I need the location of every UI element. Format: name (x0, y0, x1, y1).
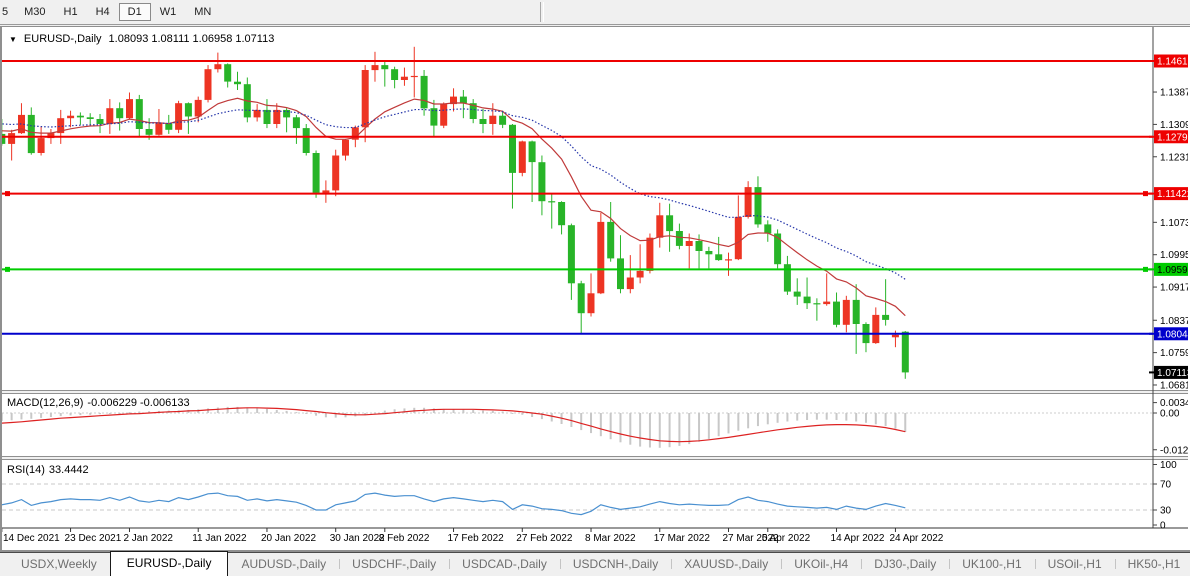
svg-text:1.08044: 1.08044 (1157, 329, 1188, 340)
svg-text:14 Dec 2021: 14 Dec 2021 (3, 533, 60, 544)
symbol-tab-usdchf-daily[interactable]: USDCHF-,Daily (339, 554, 449, 575)
svg-text:1.14618: 1.14618 (1157, 57, 1188, 68)
macd-indicator-label: MACD(12,26,9) -0.006229 -0.006133 (7, 397, 194, 409)
svg-text:2 Jan 2022: 2 Jan 2022 (123, 533, 173, 544)
timeframe-button-m30[interactable]: M30 (24, 6, 46, 18)
svg-text:-0.01205: -0.01205 (1160, 445, 1188, 456)
svg-text:27 Feb 2022: 27 Feb 2022 (516, 533, 573, 544)
svg-text:70: 70 (1160, 480, 1172, 491)
svg-text:5 Apr 2022: 5 Apr 2022 (762, 533, 811, 544)
svg-text:30: 30 (1160, 506, 1172, 517)
symbol-tab-usoil-h1[interactable]: USOil-,H1 (1034, 554, 1115, 575)
chart-title: ▼ EURUSD-,Daily 1.08093 1.08111 1.06958 … (9, 33, 274, 45)
panel-divider[interactable] (2, 390, 1188, 394)
symbol-tab-hk50-h1[interactable]: HK50-,H1 (1114, 554, 1190, 575)
svg-text:27 Mar 2022: 27 Mar 2022 (723, 533, 780, 544)
symbol-tab-usdcnh-daily[interactable]: USDCNH-,Daily (559, 554, 671, 575)
toolbar-divider (540, 2, 544, 22)
rsi-name: RSI(14) (7, 464, 45, 476)
svg-text:1.06810: 1.06810 (1160, 380, 1188, 391)
svg-text:1.07113: 1.07113 (1157, 368, 1188, 379)
timeframe-button-5[interactable]: 5 (2, 6, 9, 18)
rsi-axis-ticks: 100 70 30 0 (1153, 460, 1177, 532)
svg-text:30 Jan 2022: 30 Jan 2022 (330, 533, 385, 544)
symbol-tab-xauusd-daily[interactable]: XAUUSD-,Daily (671, 554, 781, 575)
svg-text:1.08370: 1.08370 (1160, 316, 1188, 327)
svg-text:24 Apr 2022: 24 Apr 2022 (889, 533, 943, 544)
ma-slow-line (2, 108, 906, 280)
svg-text:1.09170: 1.09170 (1160, 283, 1188, 294)
ma-fast-line (2, 97, 906, 317)
svg-text:8 Feb 2022: 8 Feb 2022 (379, 533, 430, 544)
timeframe-button-d1[interactable]: D1 (118, 3, 151, 21)
timeframe-button-h1[interactable]: H1 (63, 6, 78, 18)
svg-text:20 Jan 2022: 20 Jan 2022 (261, 533, 316, 544)
svg-text:23 Dec 2021: 23 Dec 2021 (65, 533, 122, 544)
svg-text:1.13870: 1.13870 (1160, 88, 1188, 99)
price-chart-canvas[interactable]: 1.13870 1.13090 1.12310 1.10730 1.09950 1.091… (2, 27, 1188, 550)
svg-text:0.00: 0.00 (1160, 409, 1180, 420)
chart-symbol-label: EURUSD-,Daily (23, 33, 102, 45)
panel-divider[interactable] (2, 456, 1188, 460)
collapse-chart-icon[interactable]: ▼ (9, 34, 17, 44)
svg-text:1.07590: 1.07590 (1160, 348, 1188, 359)
svg-text:100: 100 (1160, 460, 1177, 471)
timeframe-toolbar: 5 M30 H1 H4 D1 W1 MN (0, 0, 1190, 25)
rsi-value: 33.4442 (48, 464, 89, 476)
symbol-tab-ukoil-h4[interactable]: UKOil-,H4 (781, 554, 861, 575)
horizontal-lines[interactable] (2, 60, 1153, 335)
svg-text:1.12310: 1.12310 (1160, 152, 1188, 163)
svg-text:17 Feb 2022: 17 Feb 2022 (448, 533, 505, 544)
rsi-line (2, 492, 906, 516)
timeframe-button-w1[interactable]: W1 (159, 6, 177, 18)
svg-text:1.12792: 1.12792 (1157, 132, 1188, 143)
macd-histogram (2, 406, 907, 448)
time-axis-labels: 14 Dec 2021 23 Dec 2021 2 Jan 2022 11 Jan 2… (2, 528, 944, 544)
svg-text:1.13090: 1.13090 (1160, 120, 1188, 131)
svg-text:1.09596: 1.09596 (1157, 265, 1188, 276)
symbol-tab-usdcad-daily[interactable]: USDCAD-,Daily (449, 554, 560, 575)
symbol-tabbar: USDX,Weekly EURUSD-,Daily AUDUSD-,Daily USD… (0, 550, 1190, 576)
macd-values: -0.006229 -0.006133 (87, 397, 190, 409)
chart-window[interactable]: ▼ EURUSD-,Daily 1.08093 1.08111 1.06958 … (0, 26, 1190, 552)
price-axis-ticks: 1.13870 1.13090 1.12310 1.10730 1.09950 1.091… (1153, 88, 1188, 391)
timeframe-button-h4[interactable]: H4 (95, 6, 110, 18)
svg-text:14 Apr 2022: 14 Apr 2022 (831, 533, 885, 544)
symbol-tab-eurusd-daily[interactable]: EURUSD-,Daily (109, 550, 229, 576)
macd-axis-ticks: 0.0034080.00 -0.01205 (1153, 398, 1188, 456)
rsi-indicator-label: RSI(14) 33.4442 (7, 464, 93, 476)
symbol-tab-uk100-h1[interactable]: UK100-,H1 (949, 554, 1034, 575)
svg-text:11 Jan 2022: 11 Jan 2022 (192, 533, 247, 544)
svg-text:0.003408: 0.003408 (1160, 398, 1188, 409)
symbol-tab-dj30-daily[interactable]: DJ30-,Daily (861, 554, 949, 575)
svg-text:8 Mar 2022: 8 Mar 2022 (585, 533, 636, 544)
timeframe-button-mn[interactable]: MN (194, 6, 212, 18)
svg-text:0: 0 (1160, 521, 1166, 532)
symbol-tab-usdx-weekly[interactable]: USDX,Weekly (21, 557, 97, 571)
price-line-labels: 1.14618 1.12792 1.11422 1.09596 1.08044 1.071… (1149, 54, 1188, 379)
symbol-tab-audusd-daily[interactable]: AUDUSD-,Daily (241, 557, 327, 571)
macd-signal-line (2, 407, 906, 443)
svg-text:1.09950: 1.09950 (1160, 250, 1188, 261)
macd-name: MACD(12,26,9) (7, 397, 84, 409)
svg-text:17 Mar 2022: 17 Mar 2022 (654, 533, 711, 544)
svg-text:1.10730: 1.10730 (1160, 218, 1188, 229)
svg-text:1.11422: 1.11422 (1157, 189, 1188, 200)
chart-ohlc-values: 1.08093 1.08111 1.06958 1.07113 (108, 33, 275, 45)
